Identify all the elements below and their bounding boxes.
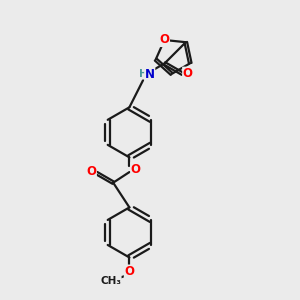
Text: N: N	[145, 68, 155, 80]
Text: H: H	[139, 69, 148, 79]
Text: O: O	[124, 265, 134, 278]
Text: O: O	[86, 165, 96, 178]
Text: O: O	[159, 34, 170, 46]
Text: O: O	[183, 67, 193, 80]
Text: O: O	[131, 163, 141, 176]
Text: CH₃: CH₃	[100, 276, 121, 286]
